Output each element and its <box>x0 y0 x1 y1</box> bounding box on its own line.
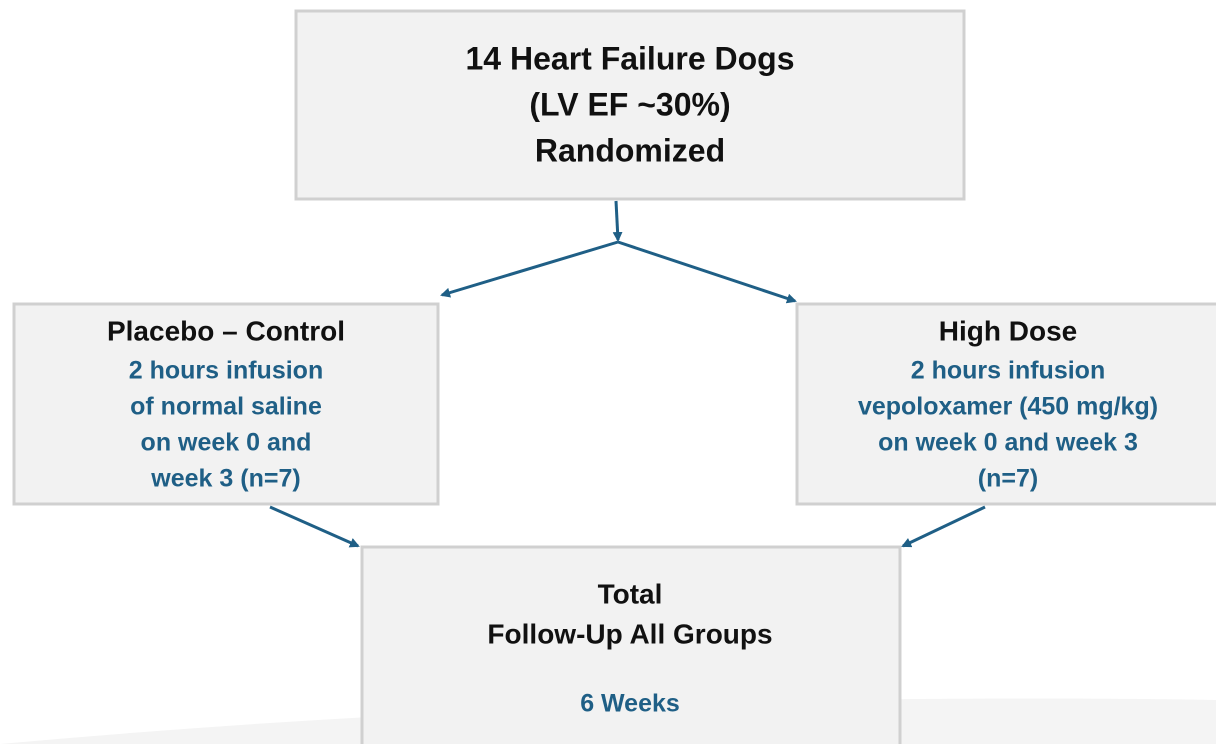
node-text: High Dose <box>939 315 1077 346</box>
node-text: vepoloxamer (450 mg/kg) <box>858 393 1158 421</box>
node-text: (LV EF ~30%) <box>529 86 730 122</box>
node-text: Placebo – Control <box>107 315 345 346</box>
arrow <box>617 240 797 304</box>
node-text: week 3 (n=7) <box>150 465 300 493</box>
node-box <box>12 302 440 506</box>
node-text: Total <box>598 578 663 609</box>
node-text: (n=7) <box>978 465 1038 493</box>
arrow <box>612 200 623 242</box>
node-text: 2 hours infusion <box>129 357 323 385</box>
node-text: 2 hours infusion <box>911 357 1105 385</box>
node-box <box>360 545 902 744</box>
node-box <box>294 9 966 201</box>
node-text: Randomized <box>535 132 725 168</box>
node-box <box>795 302 1216 506</box>
node-text: on week 0 and week 3 <box>878 429 1138 457</box>
node-text: 6 Weeks <box>580 690 680 718</box>
node-text: on week 0 and <box>141 429 312 457</box>
arrow <box>901 505 986 548</box>
arrow <box>440 240 619 298</box>
node-text: of normal saline <box>130 393 322 421</box>
node-text: Follow-Up All Groups <box>487 618 772 649</box>
arrow <box>269 505 360 548</box>
node-text: 14 Heart Failure Dogs <box>466 40 795 76</box>
